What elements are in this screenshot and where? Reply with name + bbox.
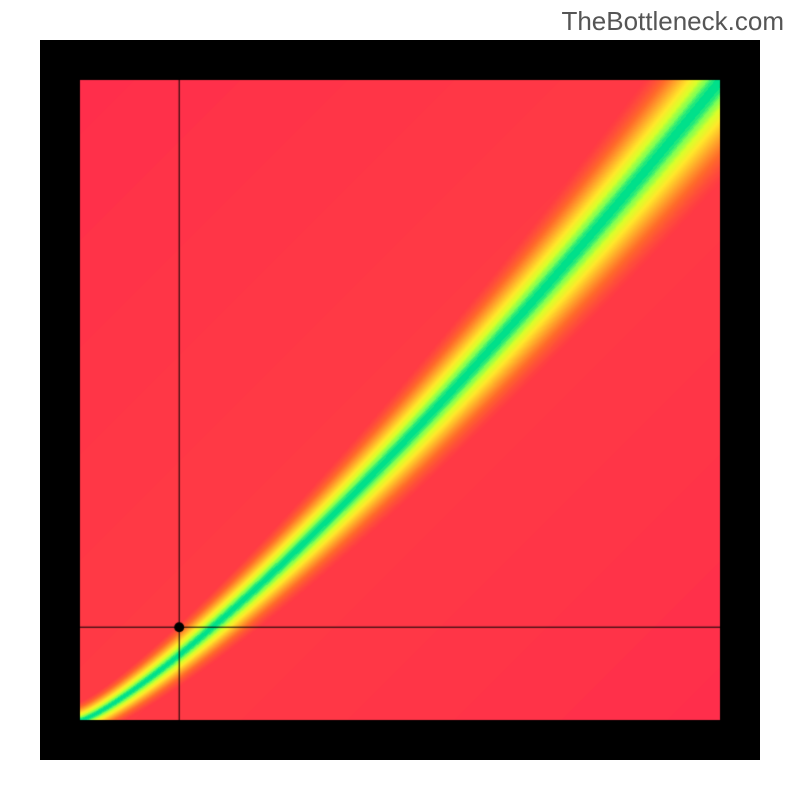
- watermark-text: TheBottleneck.com: [561, 6, 784, 37]
- heatmap-canvas: [40, 40, 760, 760]
- chart-container: TheBottleneck.com: [0, 0, 800, 800]
- plot-frame: [40, 40, 760, 760]
